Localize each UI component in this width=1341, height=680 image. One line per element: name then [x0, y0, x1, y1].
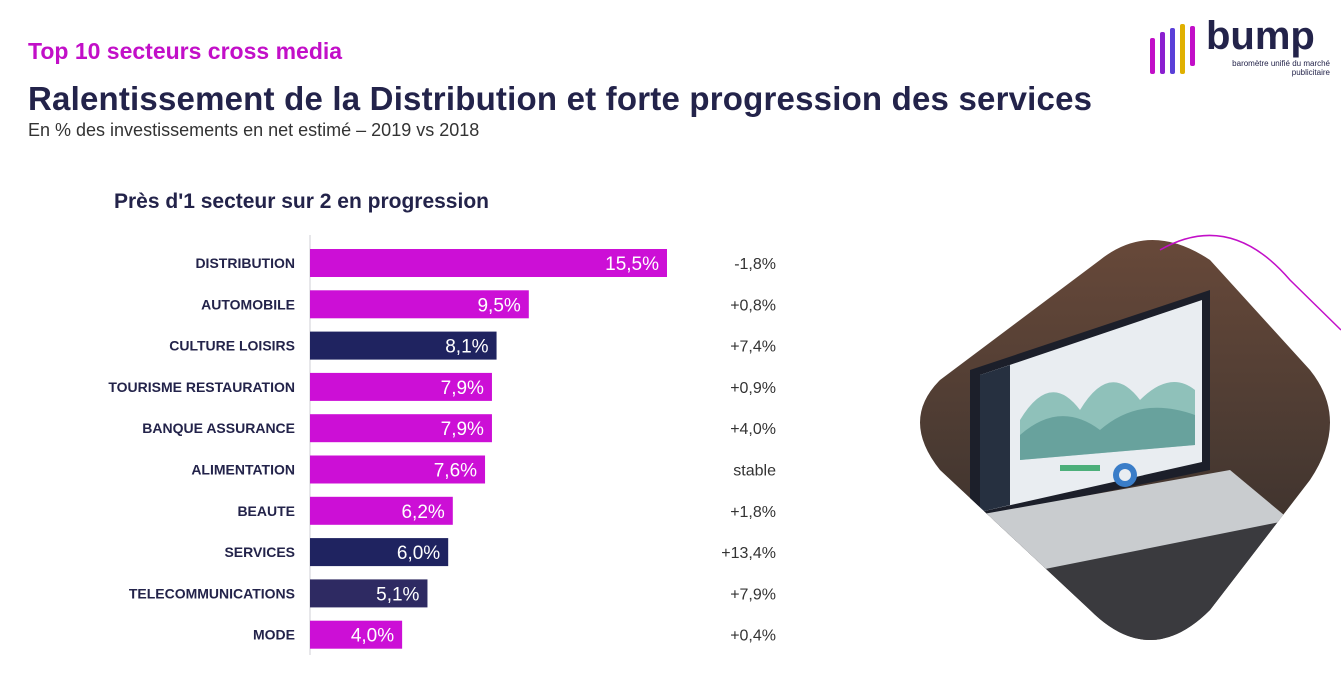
evolution-label: +0,9%: [730, 380, 776, 397]
page-title: Ralentissement de la Distribution et for…: [28, 80, 1093, 117]
bar-value-label: 7,6%: [434, 461, 477, 482]
bar-value-label: 4,0%: [351, 626, 394, 647]
bar: [310, 455, 486, 484]
bar-value-label: 6,2%: [401, 502, 444, 523]
evolution-label: +0,4%: [730, 628, 776, 645]
bar-value-label: 15,5%: [605, 254, 659, 275]
bar: [310, 414, 492, 443]
kicker-heading: Top 10 secteurs cross media: [28, 38, 343, 64]
bar-value-label: 6,0%: [397, 543, 440, 564]
bump-logo: bump baromètre unifié du marché publicit…: [1148, 14, 1333, 80]
evolution-label: +0,8%: [730, 297, 776, 314]
logo-bars-icon: [1150, 24, 1195, 74]
bar-value-label: 9,5%: [477, 295, 520, 316]
page-subtitle: En % des investissements en net estimé –…: [28, 120, 480, 140]
category-label: ALIMENTATION: [191, 462, 295, 478]
evolution-label: +7,4%: [730, 339, 776, 356]
evolution-label: +13,4%: [721, 545, 776, 562]
logo-tagline: baromètre unifié du marché publicitaire: [1232, 59, 1330, 77]
bar: [310, 579, 428, 608]
category-label: TOURISME RESTAURATION: [108, 379, 295, 395]
bar: [310, 290, 529, 319]
category-label: BEAUTE: [237, 503, 295, 519]
evolution-label: +7,9%: [730, 586, 776, 603]
category-label: CULTURE LOISIRS: [169, 338, 295, 354]
category-label: DISTRIBUTION: [195, 255, 295, 271]
evolution-label: -1,8%: [734, 256, 776, 273]
evolution-label: stable: [733, 463, 776, 480]
bar: [310, 249, 667, 277]
bar: [310, 496, 453, 525]
bar-value-label: 7,9%: [441, 378, 484, 399]
category-label: BANQUE ASSURANCE: [142, 420, 295, 436]
evolution-label: +1,8%: [730, 504, 776, 521]
bar: [310, 331, 497, 360]
bar: [310, 538, 449, 567]
evolution-label: +4,0%: [730, 421, 776, 438]
bar: [310, 372, 492, 401]
bar-value-label: 5,1%: [376, 584, 419, 605]
category-label: MODE: [253, 627, 295, 643]
bar-value-label: 7,9%: [441, 419, 484, 440]
bar-chart: DISTRIBUTION 15,5% -1,8% AUTOMOBILE 9,5% +0,8…: [108, 235, 776, 655]
category-label: AUTOMOBILE: [201, 296, 295, 312]
bar: [310, 620, 403, 649]
category-label: SERVICES: [224, 544, 295, 560]
logo-wordmark: bump: [1206, 14, 1315, 58]
category-label: TELECOMMUNICATIONS: [129, 585, 295, 601]
laptop-dashboard-image: [920, 234, 1341, 640]
chart-title: Près d'1 secteur sur 2 en progression: [114, 190, 489, 213]
bar-value-label: 8,1%: [445, 337, 488, 358]
